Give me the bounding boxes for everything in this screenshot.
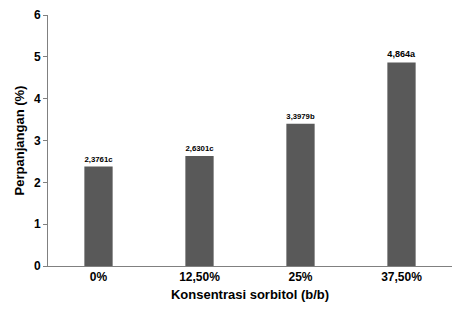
svg-text:Perpanjangan (%): Perpanjangan (%) [12, 86, 27, 196]
svg-text:2: 2 [34, 176, 41, 190]
svg-text:2,6301c: 2,6301c [185, 144, 214, 153]
svg-text:5: 5 [34, 50, 41, 64]
svg-text:4,864a: 4,864a [387, 49, 416, 59]
svg-text:25%: 25% [288, 270, 312, 284]
svg-text:6: 6 [34, 8, 41, 22]
svg-text:3: 3 [34, 134, 41, 148]
svg-text:37,50%: 37,50% [381, 270, 422, 284]
svg-text:3,3979b: 3,3979b [286, 112, 315, 121]
svg-text:1: 1 [34, 217, 41, 231]
svg-text:0%: 0% [90, 270, 108, 284]
svg-text:2,3761c: 2,3761c [84, 155, 113, 164]
svg-text:0: 0 [34, 259, 41, 273]
svg-text:12,50%: 12,50% [179, 270, 220, 284]
svg-text:4: 4 [34, 92, 41, 106]
svg-text:Konsentrasi sorbitol (b/b): Konsentrasi sorbitol (b/b) [171, 287, 329, 302]
